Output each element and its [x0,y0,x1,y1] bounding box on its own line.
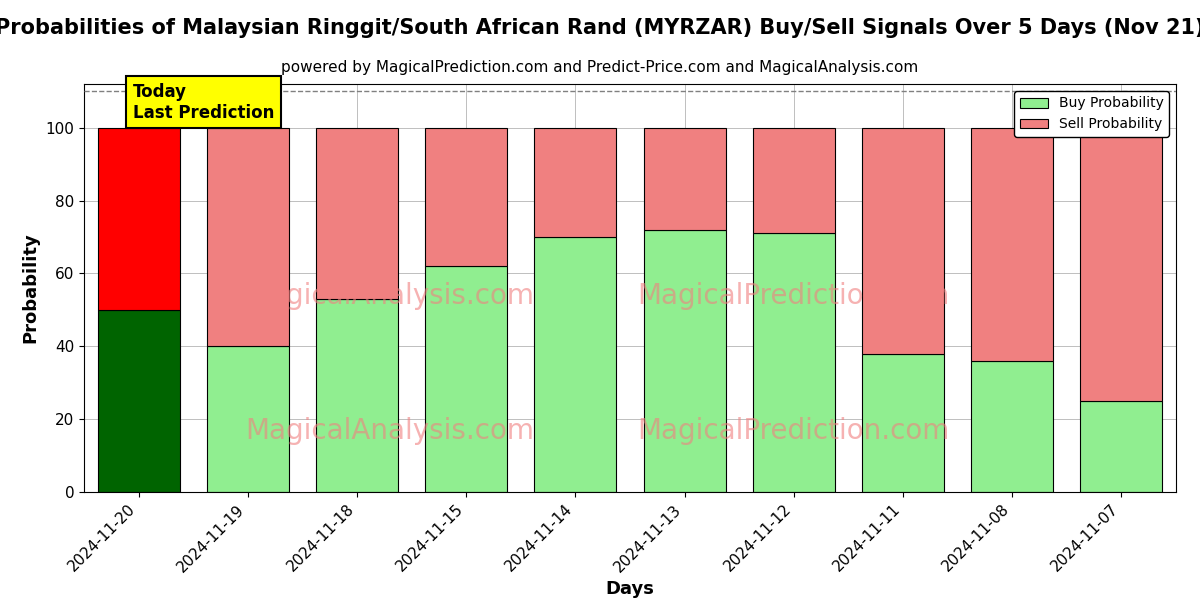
Bar [971,128,1054,361]
Bar [425,128,508,266]
Bar [97,310,180,492]
Bar [862,128,944,353]
Bar [862,353,944,492]
Bar [316,128,398,299]
Y-axis label: Probability: Probability [22,233,40,343]
Bar [643,128,726,230]
Bar [425,266,508,492]
Bar [643,230,726,492]
Text: MagicalPrediction.com: MagicalPrediction.com [637,417,950,445]
Bar [1080,128,1163,401]
Text: Today
Last Prediction: Today Last Prediction [133,83,275,122]
Legend: Buy Probability, Sell Probability: Buy Probability, Sell Probability [1014,91,1169,137]
Text: MagicalPrediction.com: MagicalPrediction.com [637,282,950,310]
Bar [534,128,617,237]
Bar [206,128,289,346]
Text: Probabilities of Malaysian Ringgit/South African Rand (MYRZAR) Buy/Sell Signals : Probabilities of Malaysian Ringgit/South… [0,18,1200,38]
Text: powered by MagicalPrediction.com and Predict-Price.com and MagicalAnalysis.com: powered by MagicalPrediction.com and Pre… [281,60,919,75]
Bar [752,128,835,233]
Bar [971,361,1054,492]
Text: MagicalAnalysis.com: MagicalAnalysis.com [245,417,534,445]
X-axis label: Days: Days [606,580,654,598]
Bar [206,346,289,492]
Bar [534,237,617,492]
Bar [1080,401,1163,492]
Bar [97,128,180,310]
Text: MagicalAnalysis.com: MagicalAnalysis.com [245,282,534,310]
Bar [316,299,398,492]
Bar [752,233,835,492]
